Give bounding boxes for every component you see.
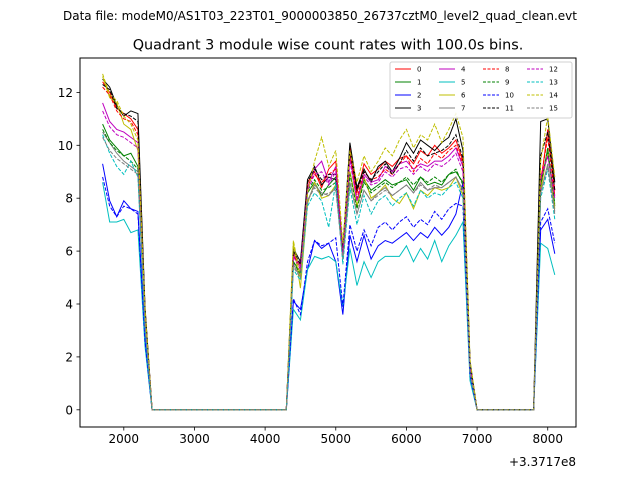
y-tick-label: 6: [65, 245, 73, 259]
x-offset-label: +3.3717e8: [509, 455, 576, 469]
x-tick-label: 6000: [391, 432, 422, 446]
legend-label: 9: [505, 79, 509, 87]
legend-label: 12: [549, 66, 558, 74]
y-axis: 0 2 4 6 8 10 12: [58, 86, 80, 417]
series-lines: [102, 73, 556, 411]
figure-suptitle: Data file: modeM0/AS1T03_223T01_90000038…: [63, 9, 577, 23]
y-tick-label: 12: [58, 86, 73, 100]
y-tick-label: 4: [65, 298, 73, 312]
legend-label: 6: [461, 92, 466, 100]
x-tick-label: 5000: [320, 432, 351, 446]
x-tick-label: 4000: [250, 432, 281, 446]
y-tick-label: 2: [65, 350, 73, 364]
y-tick-label: 10: [58, 139, 73, 153]
chart-title: Quadrant 3 module wise count rates with …: [133, 38, 524, 54]
legend-label: 11: [505, 105, 514, 113]
legend-label: 14: [549, 92, 558, 100]
x-tick-label: 7000: [462, 432, 493, 446]
legend-label: 15: [549, 105, 558, 113]
x-axis: 2000 3000 4000 5000 6000 7000 8000: [109, 427, 563, 446]
legend-label: 5: [461, 79, 465, 87]
legend-label: 4: [461, 66, 466, 74]
legend-box: [389, 61, 573, 119]
x-tick-label: 3000: [179, 432, 210, 446]
legend-label: 0: [417, 66, 421, 74]
legend-label: 7: [461, 105, 465, 113]
y-tick-label: 8: [65, 192, 73, 206]
x-tick-label: 2000: [109, 432, 140, 446]
plot-frame: [79, 57, 577, 428]
legend-label: 8: [505, 66, 509, 74]
legend-label: 2: [417, 92, 421, 100]
y-tick-label: 0: [65, 403, 73, 417]
legend-label: 13: [549, 79, 558, 87]
x-tick-label: 8000: [532, 432, 563, 446]
legend-label: 10: [505, 92, 514, 100]
legend-label: 1: [417, 79, 421, 87]
series-line-15: [102, 137, 556, 411]
legend-label: 3: [417, 105, 421, 113]
